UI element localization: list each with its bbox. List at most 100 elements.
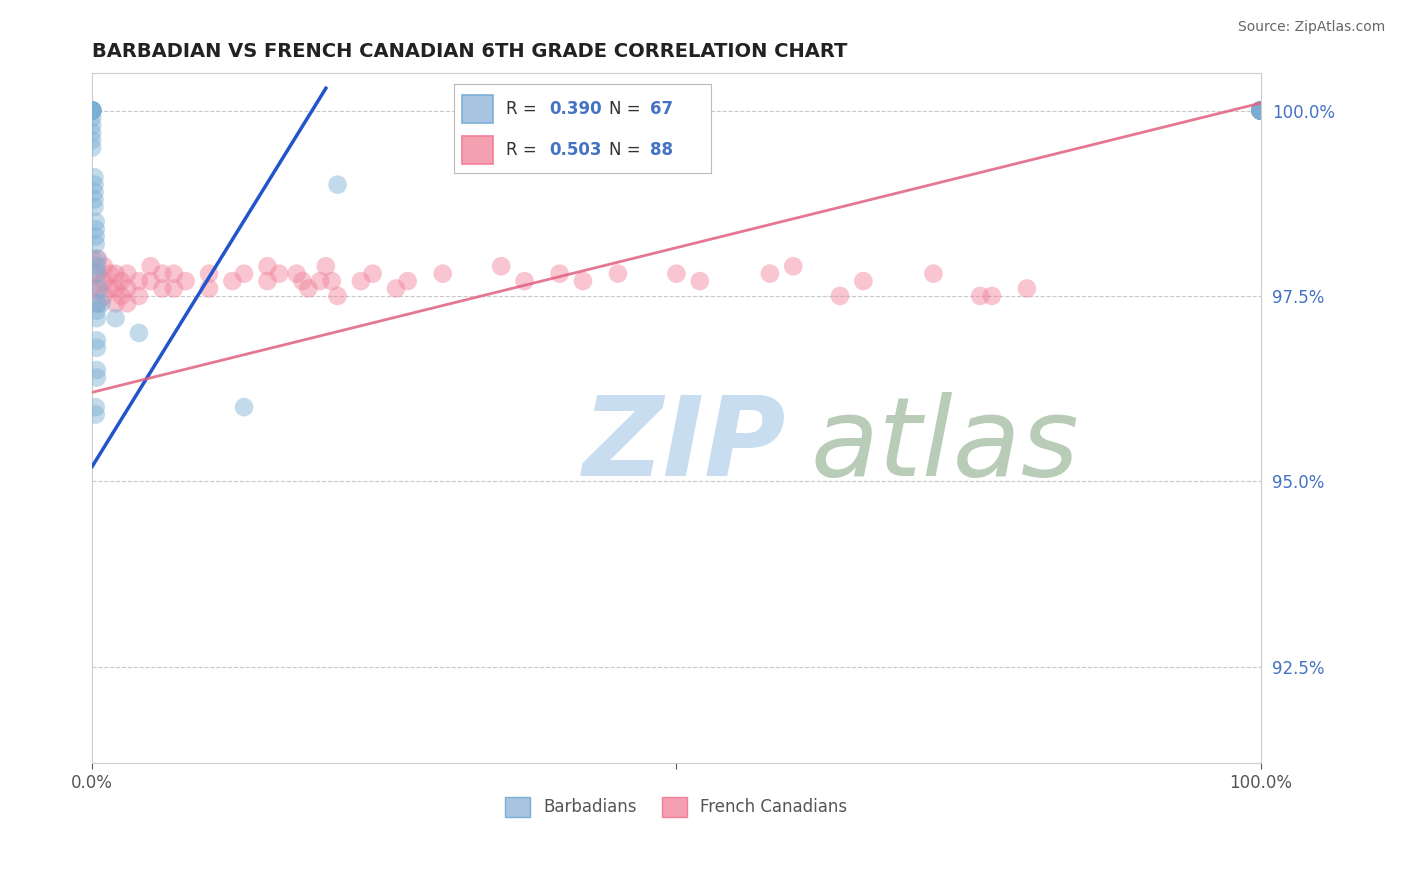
- Point: [291, 274, 314, 288]
- Point: [309, 274, 332, 288]
- Point: [1250, 103, 1272, 118]
- Point: [115, 296, 138, 310]
- Point: [1250, 103, 1272, 118]
- Point: [83, 200, 105, 214]
- Point: [84, 237, 107, 252]
- Point: [84, 408, 107, 422]
- Point: [1250, 103, 1272, 118]
- Point: [83, 193, 105, 207]
- Text: atlas: atlas: [811, 392, 1080, 500]
- Point: [128, 289, 150, 303]
- Point: [198, 267, 221, 281]
- Point: [326, 178, 349, 192]
- Text: ZIP: ZIP: [583, 392, 786, 500]
- Point: [1250, 103, 1272, 118]
- Point: [572, 274, 595, 288]
- Point: [139, 259, 162, 273]
- Point: [86, 334, 108, 348]
- Point: [104, 281, 127, 295]
- Point: [1250, 103, 1272, 118]
- Point: [82, 140, 104, 154]
- Point: [83, 185, 105, 199]
- Point: [86, 267, 108, 281]
- Point: [1250, 103, 1272, 118]
- Point: [128, 274, 150, 288]
- Point: [1250, 103, 1272, 118]
- Point: [1250, 103, 1272, 118]
- Point: [86, 252, 108, 266]
- Point: [1250, 103, 1272, 118]
- Point: [128, 326, 150, 340]
- Point: [1250, 103, 1272, 118]
- Point: [84, 215, 107, 229]
- Point: [84, 400, 107, 414]
- Point: [98, 281, 121, 295]
- Point: [1250, 103, 1272, 118]
- Point: [82, 252, 104, 266]
- Point: [689, 274, 711, 288]
- Point: [1250, 103, 1272, 118]
- Point: [110, 274, 132, 288]
- Point: [110, 289, 132, 303]
- Point: [361, 267, 384, 281]
- Point: [1250, 103, 1272, 118]
- Point: [315, 259, 337, 273]
- Point: [163, 281, 186, 295]
- Point: [93, 259, 115, 273]
- Point: [665, 267, 688, 281]
- Point: [86, 296, 108, 310]
- Point: [269, 267, 291, 281]
- Point: [1250, 103, 1272, 118]
- Point: [1250, 103, 1272, 118]
- Point: [163, 267, 186, 281]
- Point: [82, 281, 104, 295]
- Point: [82, 267, 104, 281]
- Point: [174, 274, 197, 288]
- Point: [83, 170, 105, 185]
- Point: [82, 111, 104, 125]
- Point: [198, 281, 221, 295]
- Point: [969, 289, 991, 303]
- Text: BARBADIAN VS FRENCH CANADIAN 6TH GRADE CORRELATION CHART: BARBADIAN VS FRENCH CANADIAN 6TH GRADE C…: [93, 42, 848, 61]
- Point: [1250, 103, 1272, 118]
- Point: [1250, 103, 1272, 118]
- Point: [221, 274, 243, 288]
- Point: [104, 267, 127, 281]
- Point: [1250, 103, 1272, 118]
- Point: [256, 274, 278, 288]
- Point: [82, 103, 104, 118]
- Point: [1250, 103, 1272, 118]
- Point: [1250, 103, 1272, 118]
- Point: [115, 267, 138, 281]
- Point: [513, 274, 536, 288]
- Point: [104, 296, 127, 310]
- Point: [82, 119, 104, 133]
- Point: [82, 103, 104, 118]
- Point: [87, 296, 110, 310]
- Point: [1250, 103, 1272, 118]
- Point: [980, 289, 1002, 303]
- Point: [150, 281, 173, 295]
- Point: [86, 259, 108, 273]
- Point: [84, 222, 107, 236]
- Point: [1250, 103, 1272, 118]
- Point: [1250, 103, 1272, 118]
- Point: [82, 126, 104, 140]
- Point: [321, 274, 343, 288]
- Point: [1250, 103, 1272, 118]
- Point: [922, 267, 945, 281]
- Point: [489, 259, 512, 273]
- Point: [1015, 281, 1038, 295]
- Point: [256, 259, 278, 273]
- Point: [86, 370, 108, 384]
- Point: [82, 103, 104, 118]
- Point: [285, 267, 308, 281]
- Point: [83, 178, 105, 192]
- Point: [86, 341, 108, 355]
- Point: [90, 296, 112, 310]
- Point: [828, 289, 851, 303]
- Point: [82, 103, 104, 118]
- Point: [93, 289, 115, 303]
- Point: [82, 103, 104, 118]
- Point: [82, 133, 104, 147]
